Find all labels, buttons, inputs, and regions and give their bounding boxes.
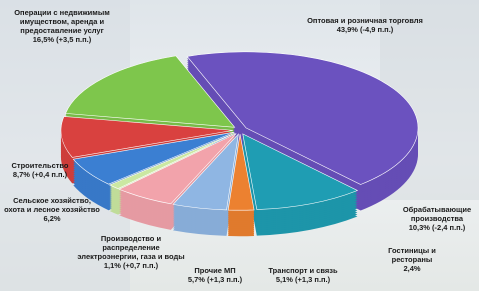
value-label: 2,4% xyxy=(372,264,452,273)
category-name: Производство и распределение электроэнер… xyxy=(72,234,190,261)
value-label: 10,3% (-2,4 п.п.) xyxy=(392,223,479,232)
value-label: 16,5% (+3,5 п.п.) xyxy=(2,35,122,44)
category-name: Обрабатывающие производства xyxy=(392,205,479,223)
category-name: Оптовая и розничная торговля xyxy=(305,16,425,25)
value-label: 6,2% xyxy=(2,214,102,223)
category-name: Сельское хозяйство, охота и лесное хозяй… xyxy=(2,196,102,214)
value-label: 5,7% (+1,3 п.п.) xyxy=(170,275,260,284)
chart: Оптовая и розничная торговля43,9% (-4,9 … xyxy=(0,0,479,291)
value-label: 5,1% (+1,3 п.п.) xyxy=(258,275,348,284)
slice-label: Операции с недвижимым имуществом, аренда… xyxy=(2,8,122,44)
value-label: 43,9% (-4,9 п.п.) xyxy=(305,25,425,34)
value-label: 8,7% (+0,4 п.п.) xyxy=(0,170,80,179)
category-name: Операции с недвижимым имуществом, аренда… xyxy=(2,8,122,35)
category-name: Строительство xyxy=(0,161,80,170)
category-name: Транспорт и связь xyxy=(258,266,348,275)
value-label: 1,1% (+0,7 п.п.) xyxy=(72,261,190,270)
slice-label: Сельское хозяйство, охота и лесное хозяй… xyxy=(2,196,102,223)
slice-label: Производство и распределение электроэнер… xyxy=(72,234,190,270)
category-name: Гостиницы и рестораны xyxy=(372,246,452,264)
